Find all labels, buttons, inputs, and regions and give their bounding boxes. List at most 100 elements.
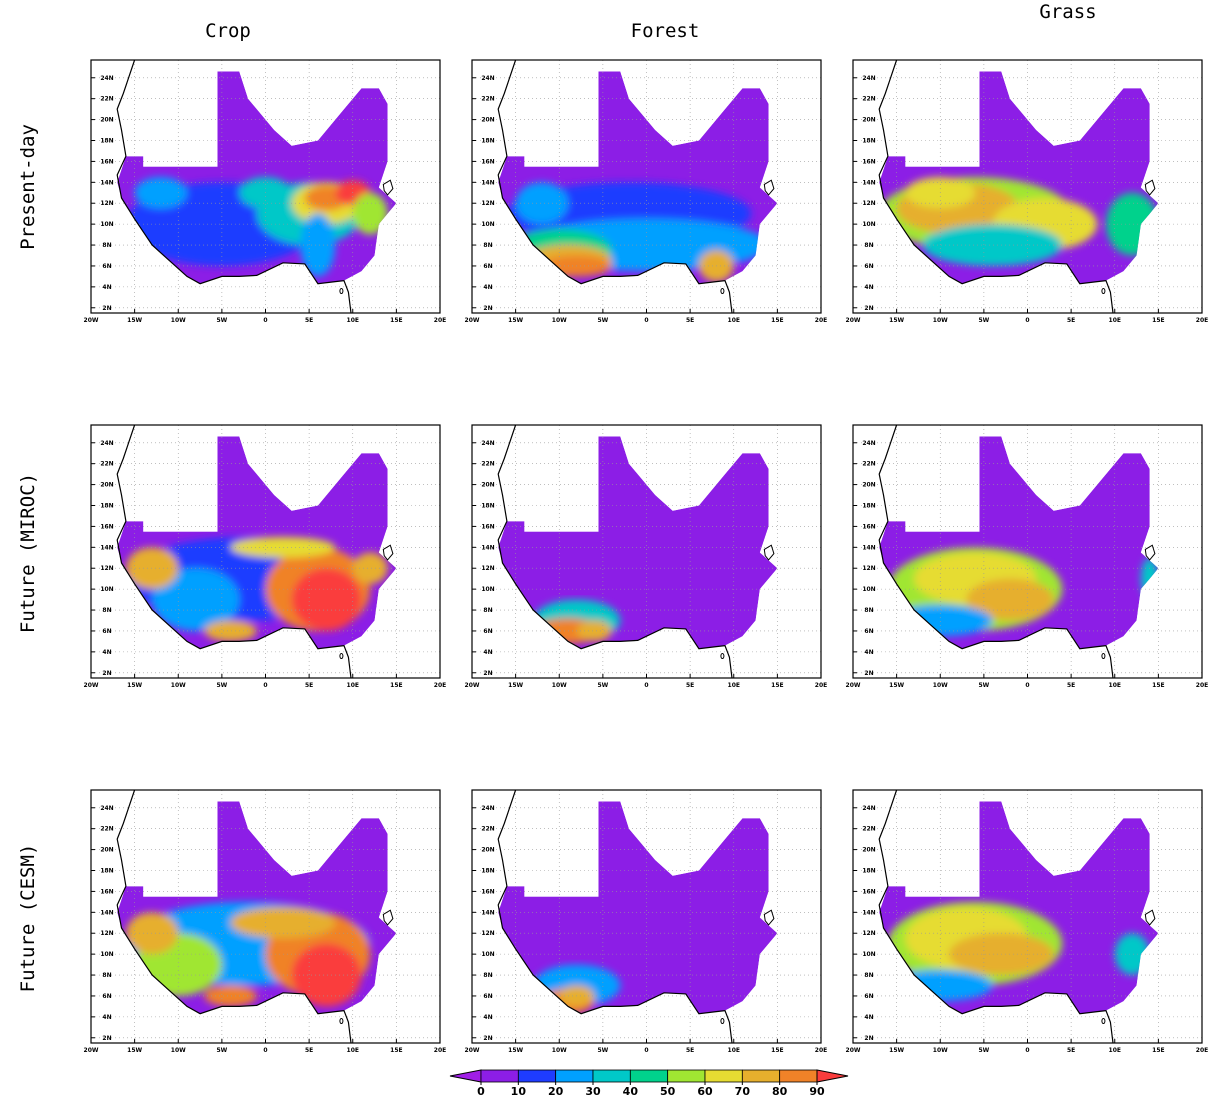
map-panel: 20W15W10W5W05E10E15E20E2N4N6N8N10N12N14N… bbox=[465, 790, 828, 1054]
lat-tick-label: 16N bbox=[100, 888, 113, 895]
lon-tick-label: 10W bbox=[933, 682, 948, 689]
colorbar-tick-label: 60 bbox=[697, 1085, 713, 1097]
lat-tick-label: 22N bbox=[481, 96, 494, 103]
lat-tick-label: 2N bbox=[102, 670, 111, 677]
lat-tick-label: 20N bbox=[862, 847, 875, 854]
lat-tick-label: 4N bbox=[102, 1014, 111, 1021]
lat-tick-label: 24N bbox=[100, 805, 113, 812]
column-title: Grass bbox=[1039, 1, 1096, 23]
lon-tick-label: 10W bbox=[171, 317, 186, 324]
lake bbox=[1145, 180, 1155, 195]
colorbar-bin bbox=[481, 1070, 518, 1082]
lat-tick-label: 10N bbox=[100, 951, 113, 958]
lon-tick-label: 0 bbox=[263, 1047, 267, 1054]
lon-tick-label: 15E bbox=[390, 682, 402, 689]
colorbar-tick-label: 30 bbox=[585, 1085, 601, 1097]
lon-tick-label: 20W bbox=[84, 1047, 99, 1054]
lat-tick-label: 18N bbox=[862, 503, 875, 510]
colorbar-tick-label: 80 bbox=[772, 1085, 788, 1097]
lat-tick-label: 14N bbox=[862, 909, 875, 916]
lat-tick-label: 8N bbox=[102, 242, 111, 249]
lon-tick-label: 5W bbox=[216, 317, 227, 324]
lat-tick-label: 2N bbox=[483, 670, 492, 677]
lon-tick-label: 15W bbox=[508, 1047, 523, 1054]
lon-tick-label: 20E bbox=[815, 317, 827, 324]
shade-area bbox=[577, 621, 612, 642]
lon-tick-label: 20W bbox=[465, 682, 480, 689]
lat-tick-label: 14N bbox=[100, 909, 113, 916]
lat-tick-label: 18N bbox=[100, 503, 113, 510]
figure: Crop Forest Grass Present-day Future (MI… bbox=[0, 0, 1211, 1097]
lon-tick-label: 5E bbox=[686, 682, 694, 689]
lon-tick-label: 5W bbox=[978, 1047, 989, 1054]
lat-tick-label: 20N bbox=[100, 847, 113, 854]
shade-area bbox=[353, 193, 388, 235]
lon-tick-label: 5W bbox=[216, 1047, 227, 1054]
lon-tick-label: 0 bbox=[644, 1047, 648, 1054]
colorbar-tick-label: 20 bbox=[548, 1085, 564, 1097]
island bbox=[1102, 1019, 1105, 1024]
lon-tick-label: 20E bbox=[434, 682, 446, 689]
lat-tick-label: 12N bbox=[862, 565, 875, 572]
lon-tick-label: 10E bbox=[728, 317, 740, 324]
lon-tick-label: 20W bbox=[846, 317, 861, 324]
colorbar-bin bbox=[742, 1070, 779, 1082]
lat-tick-label: 24N bbox=[100, 75, 113, 82]
colorbar-bin bbox=[556, 1070, 593, 1082]
lat-tick-label: 12N bbox=[481, 930, 494, 937]
lat-tick-label: 22N bbox=[481, 826, 494, 833]
colorbar-tick-label: 90 bbox=[809, 1085, 825, 1097]
colorbar-tick-label: 50 bbox=[660, 1085, 676, 1097]
lon-tick-label: 10E bbox=[347, 682, 359, 689]
lat-tick-label: 10N bbox=[481, 951, 494, 958]
shade-area bbox=[300, 214, 335, 277]
colorbar-over bbox=[817, 1070, 848, 1082]
island bbox=[721, 1019, 724, 1024]
shade-area bbox=[204, 986, 256, 1007]
lon-tick-label: 20E bbox=[1196, 1047, 1208, 1054]
lake bbox=[383, 910, 393, 925]
lat-tick-label: 10N bbox=[100, 221, 113, 228]
lat-tick-label: 6N bbox=[483, 628, 492, 635]
lon-tick-label: 20E bbox=[1196, 317, 1208, 324]
lake bbox=[383, 180, 393, 195]
lat-tick-label: 18N bbox=[862, 868, 875, 875]
lon-tick-label: 0 bbox=[1025, 317, 1029, 324]
lon-tick-label: 20W bbox=[846, 1047, 861, 1054]
lon-tick-label: 15W bbox=[889, 1047, 904, 1054]
lon-tick-label: 20W bbox=[84, 682, 99, 689]
lon-tick-label: 0 bbox=[644, 682, 648, 689]
lon-tick-label: 0 bbox=[263, 682, 267, 689]
lon-tick-label: 10E bbox=[728, 1047, 740, 1054]
colorbar-bin bbox=[780, 1070, 817, 1082]
colorbar-bin bbox=[518, 1070, 555, 1082]
lat-tick-label: 2N bbox=[864, 305, 873, 312]
shade-area bbox=[353, 553, 388, 584]
lat-tick-label: 4N bbox=[483, 284, 492, 291]
island bbox=[340, 654, 343, 659]
lat-tick-label: 14N bbox=[862, 544, 875, 551]
lat-tick-label: 4N bbox=[483, 649, 492, 656]
lat-tick-label: 16N bbox=[481, 888, 494, 895]
lat-tick-label: 12N bbox=[862, 200, 875, 207]
lat-tick-label: 24N bbox=[481, 75, 494, 82]
lon-tick-label: 10W bbox=[552, 317, 567, 324]
lat-tick-label: 10N bbox=[862, 586, 875, 593]
lon-tick-label: 5E bbox=[686, 317, 694, 324]
lat-tick-label: 20N bbox=[862, 482, 875, 489]
lake bbox=[383, 545, 393, 560]
lake bbox=[764, 910, 774, 925]
map-panel: 20W15W10W5W05E10E15E20E2N4N6N8N10N12N14N… bbox=[846, 790, 1209, 1054]
lat-tick-label: 18N bbox=[481, 138, 494, 145]
lat-tick-label: 16N bbox=[100, 523, 113, 530]
row-title: Present-day bbox=[17, 124, 39, 250]
lat-tick-label: 12N bbox=[481, 200, 494, 207]
colorbar-bin bbox=[593, 1070, 630, 1082]
lat-tick-label: 4N bbox=[864, 284, 873, 291]
lat-tick-label: 20N bbox=[100, 117, 113, 124]
colorbar-tick-label: 0 bbox=[477, 1085, 485, 1097]
lon-tick-label: 15E bbox=[390, 317, 402, 324]
lat-tick-label: 6N bbox=[483, 993, 492, 1000]
